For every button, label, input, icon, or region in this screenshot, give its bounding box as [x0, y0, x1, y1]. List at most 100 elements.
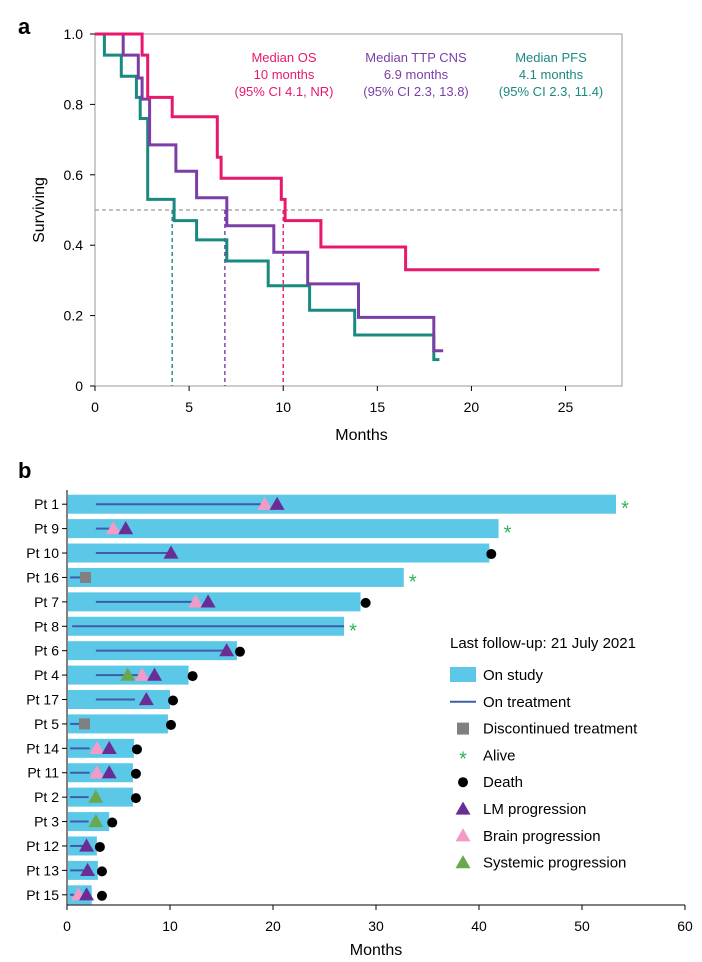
legend-alive-swatch: * — [459, 748, 467, 770]
patient-label: Pt 1 — [34, 496, 59, 512]
patient-row: Pt 4 — [34, 665, 198, 685]
y-tick-label: 0.8 — [64, 96, 84, 112]
legend-lm-swatch — [455, 801, 471, 815]
lm-progression-marker — [101, 765, 117, 779]
death-marker — [187, 671, 198, 682]
patient-row: Pt 10 — [26, 543, 497, 563]
on-study-bar — [68, 787, 133, 807]
km-curve-ttp-cns — [95, 32, 444, 353]
patient-label: Pt 7 — [34, 594, 59, 610]
legend-swatch-lm — [455, 801, 471, 815]
legend-label-discontinued: Discontinued treatment — [483, 721, 638, 738]
alive-marker: * — [504, 523, 512, 545]
legend-swatch-systemic — [455, 855, 471, 869]
on-study-bar — [68, 714, 168, 734]
patient-row: Pt 7 — [34, 592, 371, 612]
death-marker — [94, 841, 105, 852]
patient-label: Pt 4 — [34, 667, 59, 683]
annotation-pfs: Median PFS — [515, 50, 587, 65]
lm-progression-marker — [118, 521, 134, 535]
lm-progression-marker — [163, 545, 179, 559]
legend-square-swatch — [457, 722, 469, 735]
annotation-os: Median OS — [251, 50, 316, 65]
brain-progression-marker — [188, 594, 204, 608]
systemic-progression-marker — [120, 667, 136, 681]
patient-row: Pt 13 — [26, 860, 107, 880]
patient-label: Pt 15 — [26, 887, 59, 903]
legend-label-brain: Brain progression — [483, 828, 601, 845]
patient-label: Pt 14 — [26, 740, 59, 756]
legend-swatch-on_study — [450, 667, 476, 682]
death-marker — [486, 549, 497, 560]
annotation-os: 10 months — [254, 67, 315, 82]
patient-label: Pt 11 — [27, 765, 59, 781]
x-axis-label: Months — [335, 427, 387, 444]
x-tick-label: 10 — [162, 918, 178, 934]
patient-label: Pt 12 — [26, 838, 59, 854]
km-curve-os — [95, 32, 600, 272]
x-tick-label: 5 — [185, 399, 193, 415]
x-tick-label: 20 — [464, 399, 480, 415]
y-tick-label: 1.0 — [64, 26, 84, 42]
on-study-bar — [68, 494, 616, 514]
discontinued-marker — [80, 571, 92, 583]
legend-swatch-death — [458, 777, 468, 788]
legend-swatch-brain — [455, 828, 471, 842]
lm-progression-marker — [101, 740, 117, 754]
patient-row: Pt 3 — [34, 812, 118, 832]
annotation-ttp-cns: Median TTP CNS — [365, 50, 467, 65]
lm-progression-marker — [79, 838, 95, 852]
patient-label: Pt 8 — [34, 618, 59, 634]
x-tick-label: 30 — [368, 918, 384, 934]
systemic-progression-marker — [88, 814, 104, 828]
annotation-pfs: (95% CI 2.3, 11.4) — [499, 84, 604, 99]
lm-progression-marker — [80, 862, 96, 877]
y-tick-label: 0.6 — [64, 167, 84, 183]
patient-row: Pt 16 * — [26, 567, 417, 593]
patient-row: Pt 14 — [26, 738, 142, 758]
lm-progression-marker — [79, 887, 95, 901]
patient-row: Pt 15 — [26, 885, 107, 905]
patient-label: Pt 3 — [34, 814, 59, 830]
legend-swatch-alive: * — [459, 748, 467, 770]
patient-row: Pt 9 * — [34, 519, 512, 545]
legend-title: Last follow-up: 21 July 2021 — [450, 635, 636, 652]
death-marker — [360, 597, 371, 608]
x-tick-label: 0 — [91, 399, 99, 415]
km-curve-pfs — [95, 32, 440, 362]
legend-bar-swatch — [450, 667, 476, 682]
patient-row: Pt 5 — [34, 714, 176, 734]
death-marker — [107, 817, 118, 828]
annotation-pfs: 4.1 months — [519, 67, 584, 82]
km-plot: 0 0.2 0.4 0.6 0.8 1.0 0 5 10 15 20 25 Months Survivin… — [31, 26, 623, 444]
death-marker — [234, 646, 245, 657]
patient-row: Pt 8 * — [34, 616, 357, 642]
x-tick-label: 20 — [265, 918, 281, 934]
on-study-bar — [68, 567, 404, 587]
y-tick-label: 0.2 — [64, 308, 84, 324]
y-tick-label: 0.4 — [64, 237, 84, 253]
brain-progression-marker — [89, 740, 105, 754]
death-marker — [130, 768, 141, 779]
lm-progression-marker — [138, 692, 154, 706]
legend-systemic-swatch — [455, 855, 471, 869]
lm-progression-marker — [269, 496, 285, 510]
x-tick-label: 50 — [574, 918, 590, 934]
patient-row: Pt 11 — [27, 763, 141, 783]
patient-row: Pt 2 — [34, 787, 141, 807]
annotation-os: (95% CI 4.1, NR) — [235, 84, 334, 99]
death-marker — [165, 719, 176, 730]
patient-label: Pt 6 — [34, 643, 59, 659]
patient-row: Pt 6 — [34, 641, 245, 661]
x-tick-label: 15 — [370, 399, 386, 415]
annotation-ttp-cns: (95% CI 2.3, 13.8) — [363, 84, 469, 99]
brain-progression-marker — [134, 667, 150, 681]
x-tick-label: 0 — [63, 918, 71, 934]
patient-label: Pt 13 — [26, 862, 59, 878]
alive-marker: * — [621, 498, 629, 520]
panel-a-letter: a — [18, 14, 31, 39]
swimmer-plot: 0 10 20 30 40 50 60 Months Pt 1 * Pt 9 * Pt 10 Pt 16 *… — [26, 490, 693, 959]
legend: Last follow-up: 21 July 2021 On study On t… — [450, 635, 638, 872]
legend-death-swatch — [458, 777, 468, 788]
